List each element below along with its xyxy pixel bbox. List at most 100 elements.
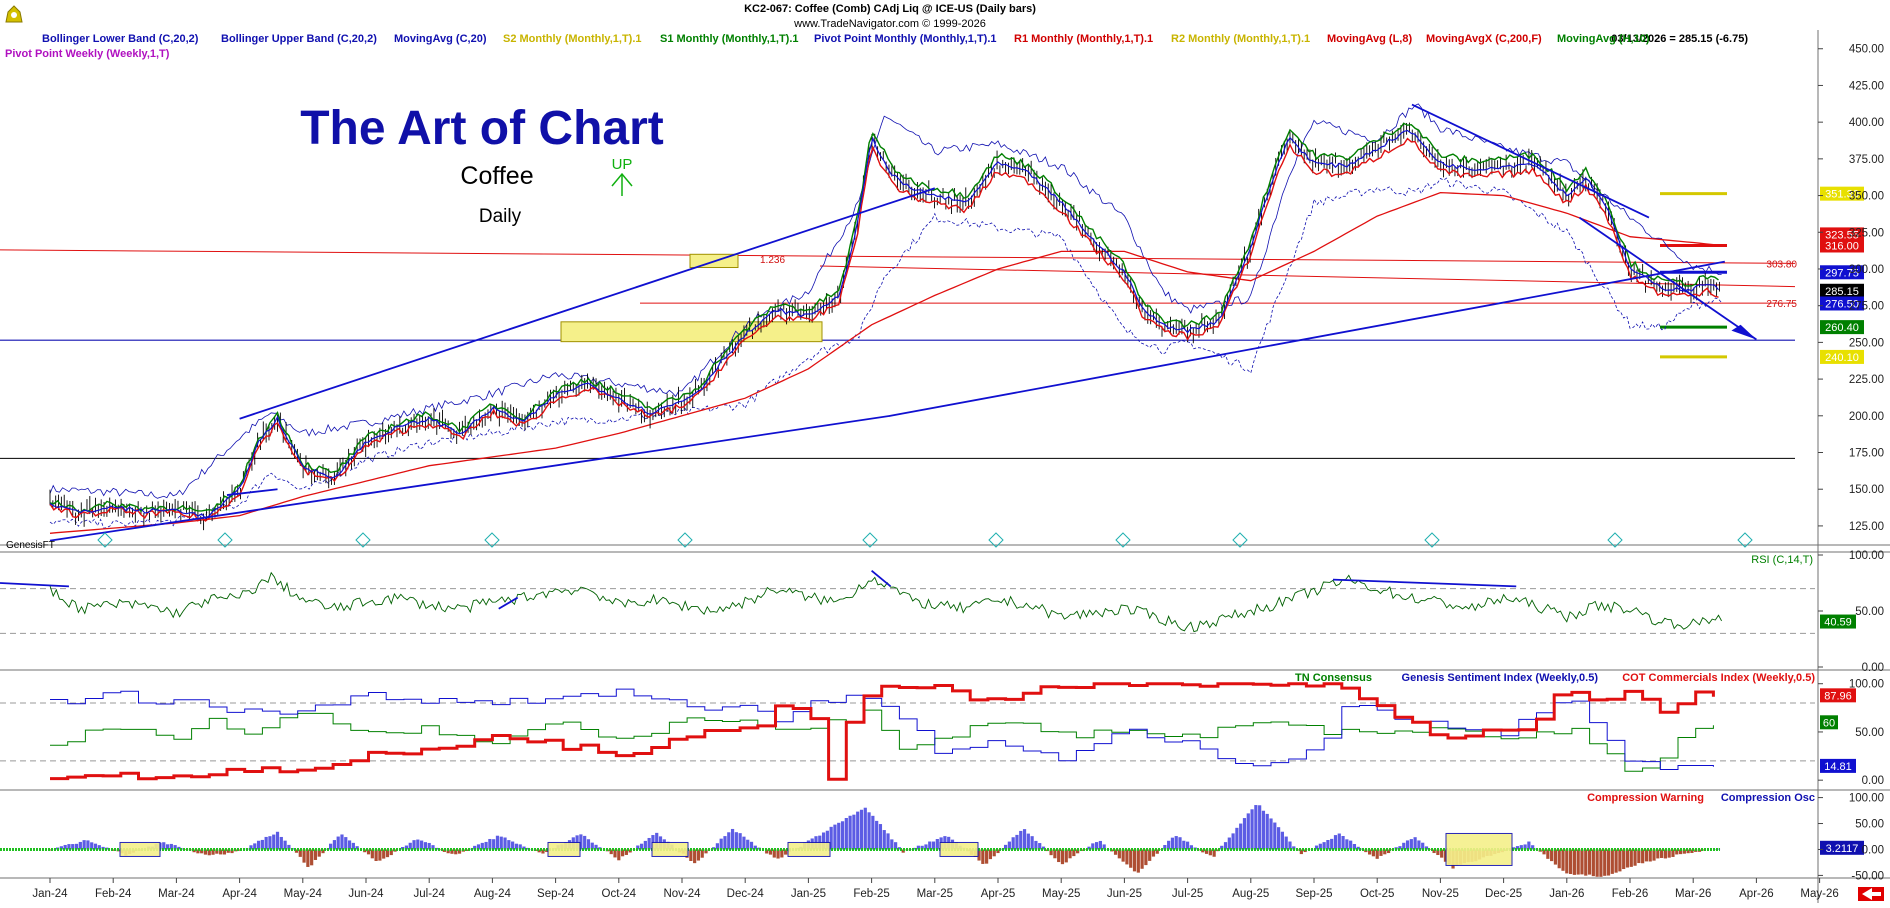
pivot-marker-icon: [355, 532, 371, 548]
rsi-line: [49, 571, 1722, 633]
legend-pivot-weekly: Pivot Point Weekly (Weekly,1,T): [5, 48, 170, 60]
x-tick-label: May-25: [1042, 888, 1080, 900]
pivot-marker-shape: [97, 532, 113, 548]
pivot-marker-icon: [1115, 532, 1131, 548]
rsi-tag-text: 40.59: [1824, 617, 1852, 629]
x-tick-label: Apr-26: [1739, 888, 1774, 900]
rsi-y-axis: 0.00 50.00 100.00: [1818, 550, 1884, 674]
price-tag-text: 260.40: [1825, 322, 1859, 334]
y-tick-label: -50.00: [1851, 870, 1884, 882]
inline-level-label: 276.75: [1766, 299, 1797, 310]
compression-value-tag: 3.2117: [1820, 840, 1864, 855]
genesis-watermark: GenesisFT: [6, 540, 55, 551]
pivot-marker-shape: [1737, 532, 1753, 548]
x-tick-label: Apr-25: [981, 888, 1016, 900]
x-tick-label: Feb-25: [853, 888, 889, 900]
y-tick-label: 100.00: [1849, 550, 1884, 562]
pivot-marker-icon: [217, 532, 233, 548]
trendline: [890, 260, 1725, 417]
trendline: [1578, 216, 1757, 341]
y-tick-label: 150.00: [1849, 484, 1884, 496]
sentiment-tag: 14.81: [1820, 758, 1856, 773]
sentiment-tag-text: 14.81: [1824, 761, 1852, 773]
price-level-tag: 276.50: [1820, 296, 1864, 311]
header-symbol-line: KC2-067: Coffee (Comb) CAdj Liq @ ICE-US…: [744, 3, 1036, 15]
chart-annotation-title: The Art of Chart: [300, 102, 664, 155]
y-tick-label: 300.00: [1849, 264, 1884, 276]
pivot-marker-shape: [1607, 532, 1623, 548]
rsi-panel: 40.59: [0, 569, 1856, 634]
scroll-arrow-icon[interactable]: [1858, 887, 1884, 901]
price-tag-bg: [1820, 238, 1864, 253]
x-tick-label: Jan-25: [791, 888, 826, 900]
price-tag-bg: [1820, 227, 1864, 242]
up-arrow-icon: [611, 172, 633, 196]
sentiment-tag-bg: [1820, 688, 1856, 703]
logo-icon: [5, 5, 23, 23]
sentiment-tag-bg: [1820, 758, 1856, 773]
legend-item: MovingAvg (C,20): [394, 33, 487, 45]
price-level-tag: 260.40: [1820, 320, 1864, 335]
pivot-marker-shape: [677, 532, 693, 548]
bollinger-lower-band: [49, 177, 1722, 529]
x-tick-label: Feb-24: [95, 888, 132, 900]
x-tick-label: Mar-24: [158, 888, 195, 900]
compression-tag-bg: [1820, 840, 1864, 855]
price-level-tag: 297.75: [1820, 265, 1864, 280]
legend-item: Pivot Point Monthly (Monthly,1,T).1: [814, 33, 997, 45]
chart-annotation-subtitle: Coffee: [460, 162, 533, 190]
x-tick-label: May-26: [1800, 888, 1838, 900]
y-tick-label: 0.00: [1862, 844, 1884, 856]
x-tick-label: Jul-24: [414, 888, 446, 900]
y-tick-label: 50.00: [1855, 819, 1884, 831]
legend-item: MovingAvg (L,8): [1327, 33, 1412, 45]
fib-extension-label: 1.236: [760, 255, 785, 266]
y-tick-label: 250.00: [1849, 337, 1884, 349]
compression-warning-box: [547, 841, 581, 857]
sentiment-tag-bg: [1820, 715, 1838, 730]
trendline: [49, 414, 891, 542]
legend-item: R2 Monthly (Monthly,1,T).1: [1171, 33, 1310, 45]
header-last-price: 03/13/2026 = 285.15 (-6.75): [1611, 33, 1748, 45]
x-tick-label: Oct-24: [602, 888, 637, 900]
pivot-marker-shape: [1232, 532, 1248, 548]
x-tick-label: May-24: [284, 888, 323, 900]
x-tick-label: Mar-26: [1675, 888, 1711, 900]
x-tick-label: Nov-24: [663, 888, 701, 900]
pivot-marker-shape: [1424, 532, 1440, 548]
x-tick-label: Nov-25: [1422, 888, 1459, 900]
trendline: [226, 488, 278, 496]
compression-warning-box: [787, 841, 831, 857]
legend-genesis-sentiment: Genesis Sentiment Index (Weekly,0.5): [1402, 672, 1599, 684]
price-tag-bg: [1820, 265, 1864, 280]
sentiment-y-axis: 0.00 50.00 100.00: [1818, 679, 1884, 787]
x-tick-label: Feb-26: [1612, 888, 1648, 900]
price-tag-bg: [1820, 296, 1864, 311]
price-level-tag: 240.10: [1820, 349, 1864, 364]
panel-frames: [0, 30, 1890, 903]
rsi-value-tag: 40.59: [1820, 614, 1856, 629]
legend-item: MovingAvgX (C,200,F): [1426, 33, 1542, 45]
price-tag-text: 316.00: [1825, 240, 1859, 252]
price-level-tag: 323.55: [1820, 227, 1864, 242]
y-tick-label: 425.00: [1849, 80, 1884, 92]
price-tag-text: 285.15: [1825, 286, 1859, 298]
compression-warning-box: [119, 841, 161, 857]
x-axis: Jan-24 Feb-24 Mar-24 Apr-24 May-24 Jun-24 Jul-…: [32, 878, 1839, 900]
price-y-axis: 125.00 150.00 175.00 200.00 225.00 250.00 275.…: [1818, 44, 1884, 533]
y-tick-label: 100.00: [1849, 679, 1884, 691]
x-tick-label: Mar-25: [917, 888, 953, 900]
legend-item: Bollinger Upper Band (C,20,2): [221, 33, 377, 45]
horizontal-line-mid: [819, 265, 1796, 288]
price-level-tag: 316.00: [1820, 238, 1864, 253]
y-tick-label: 225.00: [1849, 374, 1884, 386]
price-tag-text: 276.50: [1825, 298, 1859, 310]
x-tick-label: Dec-24: [727, 888, 765, 900]
pivot-marker-shape: [1115, 532, 1131, 548]
sentiment-tag: 60: [1820, 715, 1838, 730]
compression-y-axis: -50.00 0.00 50.00 100.00: [1818, 793, 1884, 882]
trendline-arrowhead: [1731, 324, 1757, 340]
price-tag-text: 323.55: [1825, 229, 1859, 241]
x-tick-label: Jan-24: [32, 888, 68, 900]
rsi-tag-bg: [1820, 614, 1856, 629]
